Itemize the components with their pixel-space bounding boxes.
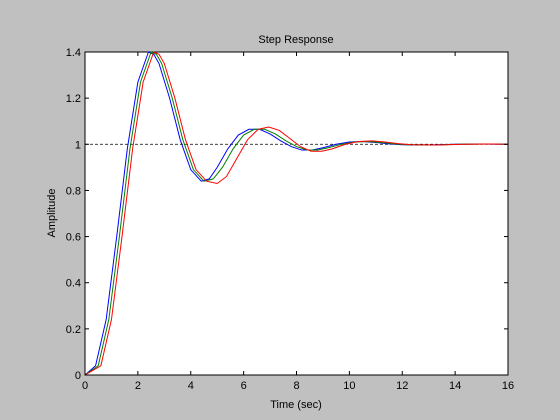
x-tick-label: 14 [449,380,461,392]
y-tick-label: 0.8 [66,185,81,197]
x-tick-label: 8 [293,380,299,392]
x-axis-label: Time (sec) [270,399,322,411]
series-line-2 [84,51,509,376]
tick-layer: 0 2 4 6 8 10 12 14 16 0 0.2 0.4 0.6 0.8 1 1.2 1.4 [66,47,514,392]
y-axis-label: Amplitude [46,189,58,238]
y-tick-label: 1.4 [66,47,81,59]
x-tick-label: 10 [343,380,355,392]
y-tick-label: 1.2 [66,93,81,105]
x-tick-label: 0 [82,380,88,392]
x-tick-label: 2 [135,380,141,392]
y-tick-label: 0.6 [66,232,81,244]
series-layer [84,51,509,376]
x-tick-label: 4 [188,380,194,392]
x-tick-label: 6 [241,380,247,392]
x-tick-label: 12 [396,380,408,392]
series-line-3 [84,51,509,376]
y-tick-label: 1 [75,139,81,151]
series-line-1 [84,51,509,376]
chart-title: Step Response [258,34,333,46]
y-tick-label: 0 [75,370,81,382]
plot-area [84,51,509,376]
x-tick-label: 16 [502,380,514,392]
y-tick-label: 0.4 [66,278,81,290]
y-tick-label: 0.2 [66,324,81,336]
